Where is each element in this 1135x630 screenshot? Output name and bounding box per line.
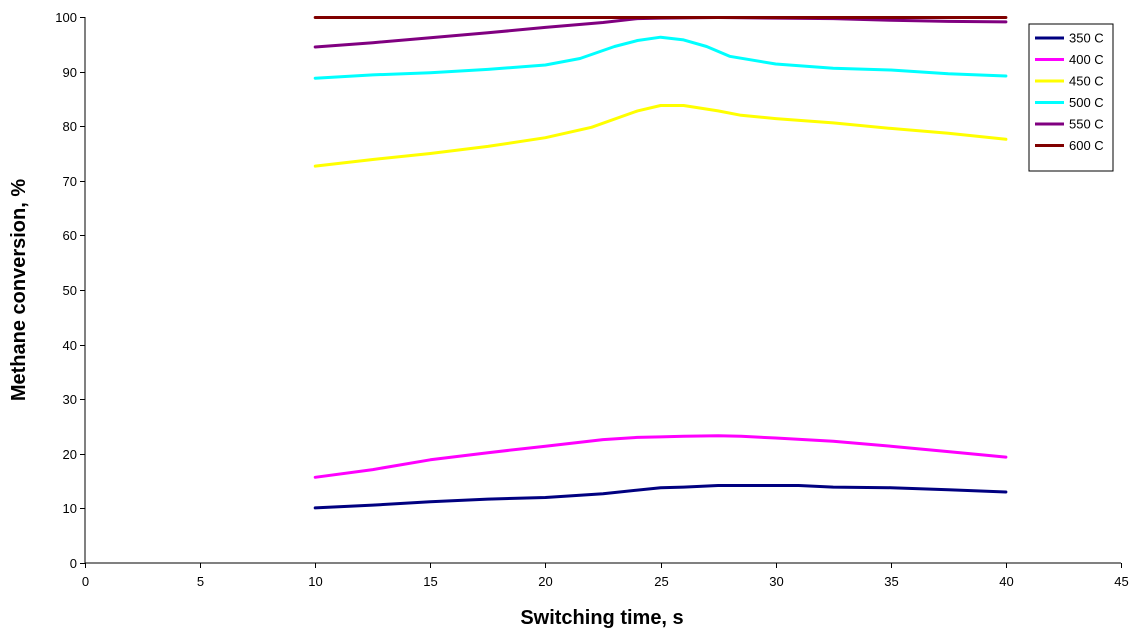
axes-layer: Switching time, s Methane conversion, % …	[8, 10, 1129, 629]
y-tick-label: 30	[63, 392, 77, 407]
y-tick-label: 90	[63, 65, 77, 80]
y-tick-label: 20	[63, 447, 77, 462]
y-tick-label: 40	[63, 338, 77, 353]
x-tick-label: 45	[1114, 574, 1128, 589]
x-axis-title: Switching time, s	[520, 607, 683, 629]
x-tick-label: 30	[769, 574, 783, 589]
series-layer	[313, 16, 1008, 510]
y-axis-title: Methane conversion, %	[8, 179, 30, 401]
legend-label: 550 C	[1069, 117, 1104, 132]
y-tick-label: 80	[63, 119, 77, 134]
legend-label: 350 C	[1069, 31, 1104, 46]
x-tick-label: 5	[197, 574, 204, 589]
series-line-500-c	[313, 35, 1008, 80]
y-tick-label: 70	[63, 174, 77, 189]
series-line-350-c	[313, 484, 1008, 510]
legend: 350 C 400 C 450 C 500 C 550 C 600 C	[1028, 23, 1114, 172]
legend-label: 500 C	[1069, 95, 1104, 110]
x-tick-label: 20	[538, 574, 552, 589]
y-tick-label: 50	[63, 283, 77, 298]
x-tick-label: 15	[423, 574, 437, 589]
legend-label: 400 C	[1069, 52, 1104, 67]
x-tick-label: 25	[654, 574, 668, 589]
legend-label: 450 C	[1069, 74, 1104, 89]
legend-label: 600 C	[1069, 138, 1104, 153]
y-tick-label: 100	[55, 10, 77, 25]
series-line-400-c	[313, 434, 1008, 479]
x-tick-label: 10	[308, 574, 322, 589]
y-tick-label: 0	[70, 556, 77, 571]
x-tick-label: 0	[82, 574, 89, 589]
x-tick-label: 35	[884, 574, 898, 589]
x-tick-label: 40	[999, 574, 1013, 589]
series-line-450-c	[313, 104, 1008, 168]
y-tick-label: 10	[63, 501, 77, 516]
y-tick-label: 60	[63, 228, 77, 243]
